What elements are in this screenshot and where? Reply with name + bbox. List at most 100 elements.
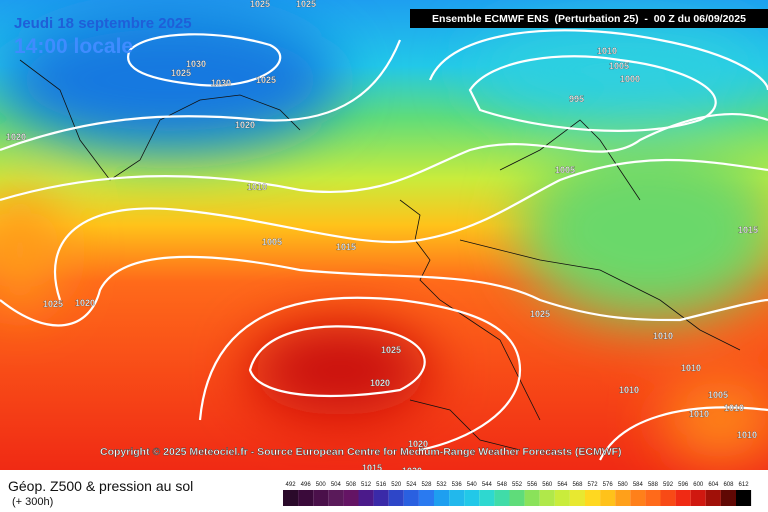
copyright: Copyright © 2025 Meteociel.fr - Source E… xyxy=(100,446,622,458)
legend-tick-label: 600 xyxy=(693,482,704,488)
legend-swatch xyxy=(328,490,344,506)
legend-swatch xyxy=(449,490,465,506)
legend-tick-label: 536 xyxy=(452,482,463,488)
isobar-label: 1025 xyxy=(250,0,270,9)
legend-swatch xyxy=(645,490,661,506)
legend-tick-label: 508 xyxy=(346,482,357,488)
legend-swatch xyxy=(464,490,480,506)
isobar-label: 1005 xyxy=(262,237,282,247)
legend-tick-label: 584 xyxy=(633,482,644,488)
legend-swatch xyxy=(494,490,510,506)
isobar-label: 1010 xyxy=(689,409,709,419)
isobar-label: 1010 xyxy=(737,430,757,440)
legend-swatch xyxy=(554,490,570,506)
isobar-label: 1025 xyxy=(296,0,316,9)
legend-swatch xyxy=(539,490,555,506)
isobar-label: 1015 xyxy=(336,242,356,252)
legend-tick-label: 588 xyxy=(648,482,659,488)
legend-tick-label: 604 xyxy=(708,482,719,488)
legend-swatch xyxy=(600,490,616,506)
legend-tick-label: 548 xyxy=(497,482,508,488)
isobar-label: 1010 xyxy=(681,363,701,373)
isobar-label: 1005 xyxy=(609,61,629,71)
isobar-label: 1025 xyxy=(256,75,276,85)
isobar-label: 1010 xyxy=(619,385,639,395)
isobar-label: 1005 xyxy=(555,165,575,175)
isobar-label: 1020 xyxy=(370,378,390,388)
legend-swatch xyxy=(705,490,721,506)
legend-swatch xyxy=(298,490,314,506)
legend-tick-label: 544 xyxy=(482,482,493,488)
isobar-label: 1010 xyxy=(597,46,617,56)
isobar-label: 1030 xyxy=(211,78,231,88)
legend-tick-label: 608 xyxy=(723,482,734,488)
legend-swatch xyxy=(585,490,601,506)
isobar-label: 1025 xyxy=(171,68,191,78)
legend-swatch xyxy=(434,490,450,506)
legend-tick-label: 560 xyxy=(542,482,553,488)
legend-swatch xyxy=(388,490,404,506)
legend-tick-label: 520 xyxy=(391,482,402,488)
legend-swatch xyxy=(660,490,676,506)
legend-swatch xyxy=(403,490,419,506)
legend-tick-label: 552 xyxy=(512,482,523,488)
legend-tick-label: 540 xyxy=(467,482,478,488)
legend-swatch xyxy=(418,490,434,506)
legend-swatch xyxy=(313,490,329,506)
legend-tick-label: 596 xyxy=(678,482,689,488)
legend-tick-label: 516 xyxy=(376,482,387,488)
isobar-label: 1020 xyxy=(408,439,428,449)
isobar-label: 1030 xyxy=(186,59,206,69)
legend-tick-label: 512 xyxy=(361,482,372,488)
isobar-label: 1015 xyxy=(738,225,758,235)
legend-swatch xyxy=(690,490,706,506)
legend-swatch xyxy=(509,490,525,506)
legend-tick-label: 492 xyxy=(286,482,297,488)
isobar-label: 1015 xyxy=(362,463,382,473)
legend-swatch xyxy=(630,490,646,506)
legend-tick-label: 612 xyxy=(739,482,750,488)
isobar-label: 1010 xyxy=(653,331,673,341)
isobar-label: 1025 xyxy=(43,299,63,309)
legend-tick-label: 568 xyxy=(572,482,583,488)
date: Jeudi 18 septembre 2025 xyxy=(14,15,192,32)
isobar-label: 1025 xyxy=(381,345,401,355)
legend-swatch xyxy=(736,490,752,506)
legend-tick-label: 532 xyxy=(437,482,448,488)
isobar-label: 1020 xyxy=(75,298,95,308)
isobar-label: 1005 xyxy=(708,390,728,400)
isobars xyxy=(0,29,768,461)
legend-swatch xyxy=(283,490,299,506)
legend-tick-label: 556 xyxy=(527,482,538,488)
legend-tick-label: 572 xyxy=(588,482,599,488)
legend-swatch xyxy=(675,490,691,506)
footer-subtitle: (+ 300h) xyxy=(12,496,53,508)
footer-title: Géop. Z500 & pression au sol xyxy=(8,478,193,494)
legend-swatch xyxy=(358,490,374,506)
legend-swatch xyxy=(343,490,359,506)
legend-swatch xyxy=(720,490,736,506)
legend-tick-label: 564 xyxy=(557,482,568,488)
coastlines xyxy=(19,59,741,451)
legend-swatch xyxy=(373,490,389,506)
legend-tick-label: 496 xyxy=(301,482,312,488)
legend-swatch xyxy=(615,490,631,506)
legend-tick-label: 528 xyxy=(421,482,432,488)
isobar-label: 995 xyxy=(569,94,584,104)
legend-swatch xyxy=(569,490,585,506)
legend-tick-label: 576 xyxy=(603,482,614,488)
legend-tick-label: 524 xyxy=(406,482,417,488)
model-info: Ensemble ECMWF ENS (Perturbation 25) - 0… xyxy=(432,13,746,25)
isobar-label: 1020 xyxy=(235,120,255,130)
color-legend: 492 496 500 504 508 512 516 520 524 528 532 536 540 5… xyxy=(283,482,752,506)
isobar-label: 1000 xyxy=(620,74,640,84)
isobar-label: 1020 xyxy=(6,132,26,142)
legend-swatch xyxy=(479,490,495,506)
legend-tick-label: 504 xyxy=(331,482,342,488)
model-banner xyxy=(410,9,768,28)
legend-swatch xyxy=(524,490,540,506)
isobar-label: 1010 xyxy=(247,182,267,192)
time: 14:00 locale xyxy=(14,35,133,58)
